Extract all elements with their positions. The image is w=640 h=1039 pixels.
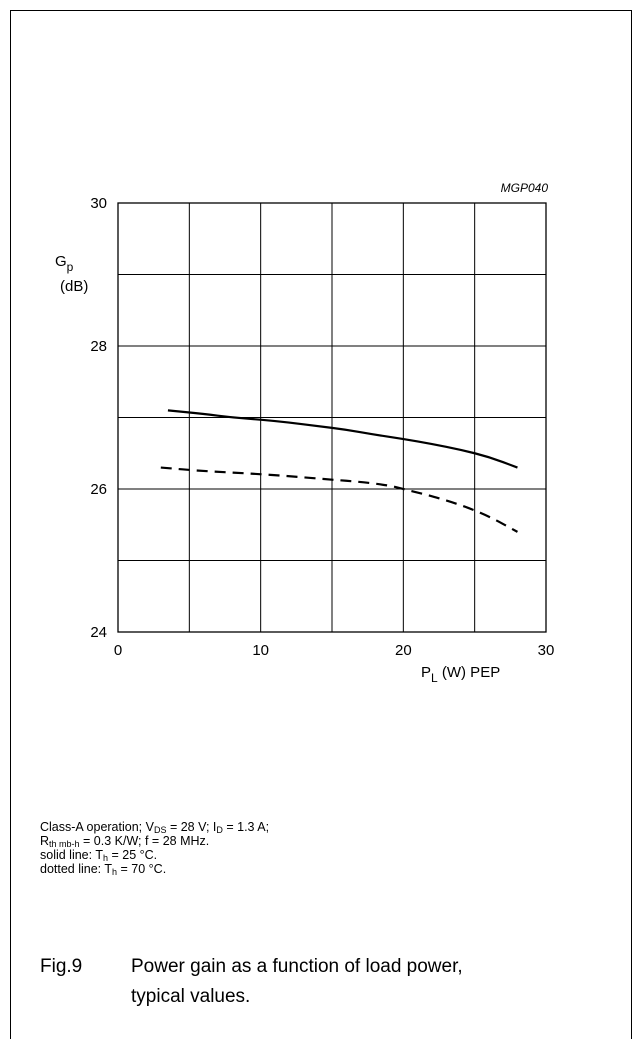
y-axis-label: Gp xyxy=(55,253,74,274)
y-axis-unit: (dB) xyxy=(60,278,88,295)
figure-frame xyxy=(10,10,632,1039)
figure-label: Fig.9 xyxy=(40,956,83,977)
y-tick-label: 24 xyxy=(90,624,107,641)
series-line-dashed xyxy=(160,466,518,533)
x-tick-label: 0 xyxy=(114,642,122,659)
x-tick-label: 10 xyxy=(252,642,269,659)
note-solid-line: solid line: Th = 25 °C. xyxy=(40,848,158,863)
y-tick-label: 26 xyxy=(90,481,107,498)
figure-code: MGP040 xyxy=(501,181,549,195)
chart-notes: Class-A operation; VDS = 28 V; ID = 1.3 … xyxy=(40,820,270,877)
note-resistance: Rth mb-h = 0.3 K/W; f = 28 MHz. xyxy=(40,834,210,849)
plot-border xyxy=(117,202,547,633)
y-tick-label: 28 xyxy=(90,338,107,355)
caption-line-2: typical values. xyxy=(131,986,251,1007)
note-dotted-line: dotted line: Th = 70 °C. xyxy=(40,862,167,877)
note-conditions: Class-A operation; VDS = 28 V; ID = 1.3 … xyxy=(40,820,270,835)
tick-labels: 24 26 28 30 0 10 20 30 xyxy=(90,195,554,659)
figure-caption: Fig.9 Power gain as a function of load po… xyxy=(40,952,463,1012)
chart-grid xyxy=(117,202,547,633)
caption-line-1: Power gain as a function of load power, xyxy=(131,956,463,977)
y-tick-label: 30 xyxy=(90,195,107,212)
series-lines xyxy=(160,409,518,533)
x-tick-label: 30 xyxy=(538,642,555,659)
series-line-solid xyxy=(167,409,518,469)
power-gain-chart: 24 26 28 30 0 10 20 30 MGP040 Gp (dB) PL (W) PE… xyxy=(55,181,554,685)
x-axis-label: PL (W) PEP xyxy=(421,664,500,685)
x-tick-label: 20 xyxy=(395,642,412,659)
